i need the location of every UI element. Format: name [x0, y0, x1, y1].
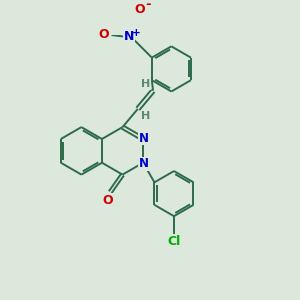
Text: Cl: Cl	[167, 236, 181, 248]
Text: +: +	[132, 28, 140, 38]
Text: N: N	[139, 132, 149, 145]
Text: -: -	[145, 0, 150, 11]
Text: N: N	[124, 30, 134, 43]
Text: H: H	[141, 111, 151, 121]
Text: H: H	[141, 79, 150, 89]
Text: N: N	[139, 157, 149, 170]
Text: O: O	[98, 28, 109, 41]
Text: O: O	[134, 3, 145, 16]
Text: O: O	[102, 194, 113, 207]
